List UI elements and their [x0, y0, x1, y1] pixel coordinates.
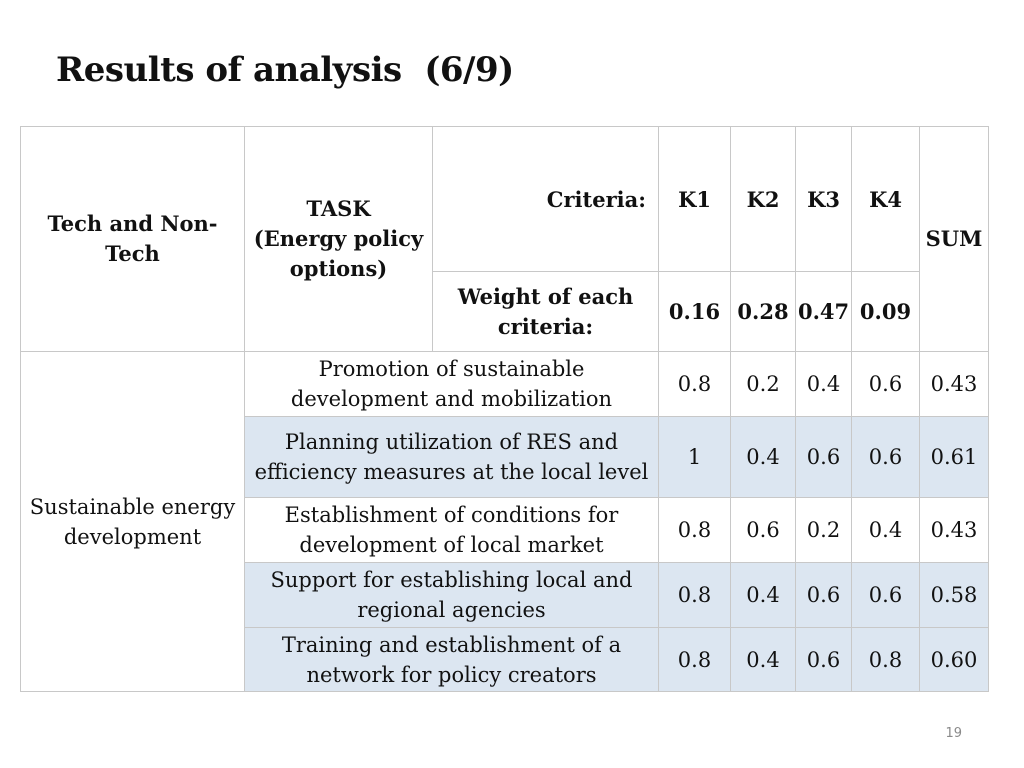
sum-value: 0.61 [919, 416, 989, 498]
table-row: Sustainable energy development Promotion… [20, 351, 989, 692]
header-weight-label: Weight of each criteria: [432, 271, 659, 352]
table-row: Training and establishment of a network … [21, 627, 989, 692]
group-label: Sustainable energy development [20, 351, 245, 692]
header-task: TASK (Energy policy options) [244, 126, 433, 352]
k3-value: 0.6 [795, 562, 852, 628]
sum-value: 0.60 [919, 627, 989, 692]
k1-value: 0.8 [658, 497, 731, 563]
k4-value: 0.6 [851, 416, 920, 498]
k2-value: 0.4 [730, 627, 796, 692]
k2-value: 0.4 [730, 416, 796, 498]
k1-value: 1 [658, 416, 731, 498]
k1-value: 0.8 [658, 562, 731, 628]
header-task-line2: (Energy policy options) [253, 226, 424, 281]
sum-value: 0.43 [919, 497, 989, 563]
header-tech-non-tech: Tech and Non-Tech [20, 126, 245, 352]
header-criteria-label: Criteria: [432, 126, 659, 272]
k4-value: 0.6 [851, 351, 920, 417]
k2-value: 0.6 [730, 497, 796, 563]
weight-k1: 0.16 [658, 271, 731, 352]
header-k4: K4 [851, 126, 920, 272]
page-number: 19 [945, 726, 962, 741]
k3-value: 0.2 [795, 497, 852, 563]
task-cell: Establishment of conditions for developm… [244, 497, 659, 563]
results-table: Tech and Non-Tech TASK (Energy policy op… [20, 126, 989, 692]
k4-value: 0.8 [851, 627, 920, 692]
header-task-line1: TASK [306, 196, 371, 221]
slide-title: Results of analysis (6/9) [56, 50, 514, 90]
sum-value: 0.43 [919, 351, 989, 417]
k3-value: 0.6 [795, 627, 852, 692]
task-cell: Training and establishment of a network … [244, 627, 659, 692]
header-k2: K2 [730, 126, 796, 272]
k3-value: 0.6 [795, 416, 852, 498]
task-cell: Promotion of sustainable development and… [244, 351, 659, 417]
k2-value: 0.4 [730, 562, 796, 628]
k2-value: 0.2 [730, 351, 796, 417]
task-cell: Planning utilization of RES and efficien… [244, 416, 659, 498]
header-sum: SUM [919, 126, 989, 352]
table-row: Planning utilization of RES and efficien… [21, 416, 989, 498]
header-k1: K1 [658, 126, 731, 272]
header-row-weights: Weight of each criteria: 0.16 0.28 0.47 … [21, 271, 989, 352]
sum-value: 0.58 [919, 562, 989, 628]
weight-k4: 0.09 [851, 271, 920, 352]
k3-value: 0.4 [795, 351, 852, 417]
k4-value: 0.4 [851, 497, 920, 563]
task-cell: Support for establishing local and regio… [244, 562, 659, 628]
k1-value: 0.8 [658, 627, 731, 692]
header-row-criteria: Tech and Non-Tech TASK (Energy policy op… [20, 126, 989, 352]
k1-value: 0.8 [658, 351, 731, 417]
table-row: Establishment of conditions for developm… [21, 497, 989, 563]
k4-value: 0.6 [851, 562, 920, 628]
weight-k3: 0.47 [795, 271, 852, 352]
weight-k2: 0.28 [730, 271, 796, 352]
header-k3: K3 [795, 126, 852, 272]
